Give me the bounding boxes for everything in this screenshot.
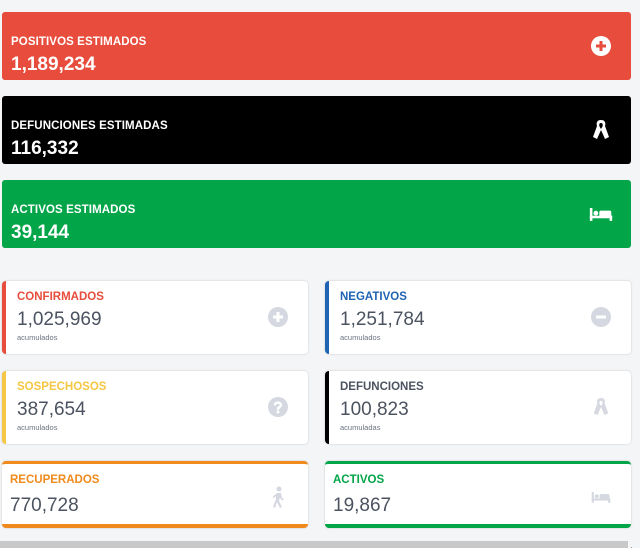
plus-circle-icon: [268, 307, 288, 327]
card-label: RECUPERADOS: [10, 474, 100, 486]
activos-card: ACTIVOS 19,867: [325, 461, 631, 528]
card-value: 19,867: [333, 495, 392, 516]
card-value: 100,823: [340, 399, 409, 420]
defunciones-card: DEFUNCIONES 100,823 acumuladas: [325, 371, 631, 444]
positivos-estimados-card: POSITIVOS ESTIMADOS 1,189,234: [2, 12, 631, 80]
card-subtitle: acumulados: [17, 333, 58, 342]
card-label: DEFUNCIONES: [340, 381, 424, 393]
sospechosos-card: SOSPECHOSOS 387,654 acumulados: [2, 371, 308, 444]
card-label: CONFIRMADOS: [17, 291, 104, 303]
bed-icon: [589, 202, 613, 226]
card-subtitle: acumuladas: [340, 423, 381, 432]
card-label: ACTIVOS ESTIMADOS: [11, 204, 136, 216]
card-label: DEFUNCIONES ESTIMADAS: [11, 120, 168, 132]
walking-person-icon: [268, 486, 288, 508]
confirmados-card: CONFIRMADOS 1,025,969 acumulados: [2, 281, 308, 354]
card-label: ACTIVOS: [333, 474, 385, 486]
card-value: 1,251,784: [340, 309, 425, 330]
horizontal-scrollbar[interactable]: [0, 541, 628, 548]
card-subtitle: acumulados: [17, 423, 58, 432]
card-subtitle: acumulados: [340, 333, 381, 342]
card-value: 116,332: [11, 138, 79, 159]
bed-icon: [591, 487, 611, 507]
plus-circle-icon: [589, 34, 613, 58]
card-label: POSITIVOS ESTIMADOS: [11, 36, 147, 48]
ribbon-icon: [591, 397, 611, 417]
card-label: SOSPECHOSOS: [17, 381, 107, 393]
card-value: 1,025,969: [17, 309, 102, 330]
ribbon-icon: [589, 118, 613, 142]
minus-circle-icon: [591, 307, 611, 327]
card-value: 770,728: [10, 495, 79, 516]
activos-estimados-card: ACTIVOS ESTIMADOS 39,144: [2, 180, 631, 248]
recuperados-card: RECUPERADOS 770,728: [2, 461, 308, 528]
scroll-right-arrow-icon[interactable]: [628, 541, 640, 548]
card-value: 387,654: [17, 399, 86, 420]
card-value: 1,189,234: [11, 54, 96, 75]
question-circle-icon: [268, 397, 288, 417]
card-label: NEGATIVOS: [340, 291, 407, 303]
card-value: 39,144: [11, 222, 70, 243]
negativos-card: NEGATIVOS 1,251,784 acumulados: [325, 281, 631, 354]
defunciones-estimadas-card: DEFUNCIONES ESTIMADAS 116,332: [2, 96, 631, 164]
